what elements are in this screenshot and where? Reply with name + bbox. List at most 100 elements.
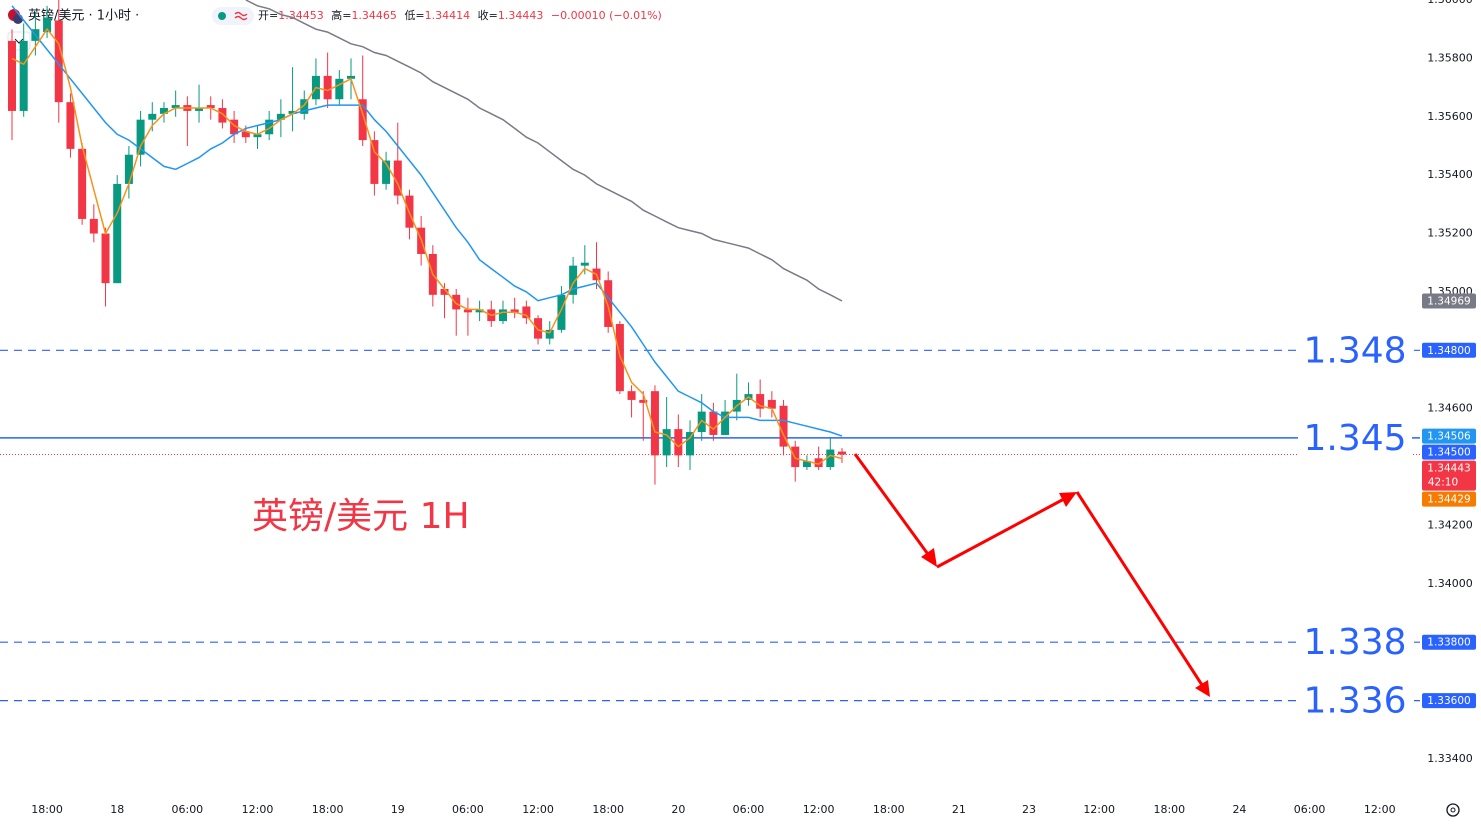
candle-body <box>440 288 449 295</box>
moving-average <box>11 5 843 437</box>
status-icon <box>234 11 248 21</box>
candle-body <box>627 391 636 400</box>
x-tick-label: 18:00 <box>312 803 344 816</box>
price-badge-label: 1.33800 <box>1427 637 1470 649</box>
x-tick-label: 12:00 <box>803 803 835 816</box>
candle-body <box>382 160 391 184</box>
level-label: 1.336 <box>1303 681 1406 722</box>
price-badge-label: 1.34500 <box>1427 447 1470 459</box>
level-label: 1.338 <box>1303 622 1406 663</box>
candle-body <box>8 40 16 111</box>
x-tick-label: 18:00 <box>592 803 624 816</box>
candle-body <box>195 108 204 111</box>
x-tick-label: 12:00 <box>1083 803 1115 816</box>
candle-body <box>43 17 52 33</box>
gear-center <box>1450 807 1456 813</box>
arrow <box>936 497 1065 569</box>
legend-change: −0.00010 (−0.01%) <box>551 9 662 22</box>
legend-close: 收= <box>478 8 498 22</box>
candle-body <box>113 183 122 284</box>
candle-body <box>674 429 683 456</box>
legend-low: 低= <box>404 9 424 22</box>
price-badge-label: 1.34443 <box>1427 463 1470 475</box>
candle-body <box>498 309 507 322</box>
arrow-head <box>921 548 937 567</box>
gear[interactable] <box>1446 803 1460 817</box>
x-tick-label: 21 <box>952 803 966 816</box>
x-tick-label: 06:00 <box>171 803 203 816</box>
candle-body <box>779 405 788 447</box>
x-tick-label: 20 <box>671 803 685 816</box>
candle-body <box>709 411 718 435</box>
settings-icon[interactable] <box>1446 803 1460 817</box>
candle-body <box>767 399 776 409</box>
level-label-bg <box>1298 622 1412 663</box>
x-tick-label: 06:00 <box>1294 803 1326 816</box>
candle-body <box>580 262 589 266</box>
candle-body <box>253 134 262 138</box>
candle-body <box>66 102 75 149</box>
x-tick-label: 06:00 <box>452 803 484 816</box>
x-tick-label: 12:00 <box>242 803 274 816</box>
candle-body <box>826 449 835 468</box>
legend-open: 1.34453 <box>278 9 324 22</box>
candle-body <box>545 329 554 339</box>
flag-icon <box>13 14 23 24</box>
candle-body <box>19 40 28 111</box>
x-tick-label: 18:00 <box>873 803 905 816</box>
x-tick-label: 12:00 <box>1364 803 1396 816</box>
candle-body <box>662 429 671 456</box>
y-tick-label: 1.34000 <box>1427 577 1473 590</box>
y-tick-label: 1.34600 <box>1427 402 1473 415</box>
level-label: 1.348 <box>1303 330 1406 371</box>
candle-body <box>347 75 356 79</box>
candle-body <box>323 75 332 100</box>
status-pill <box>212 7 254 25</box>
price-badge <box>1422 428 1476 444</box>
x-tick-label: 12:00 <box>522 803 554 816</box>
candle-body <box>510 309 519 313</box>
candle-body <box>534 318 543 339</box>
candle-body <box>265 119 274 135</box>
candle-body <box>101 233 110 284</box>
candle-body <box>569 265 578 295</box>
moving-average <box>245 0 843 302</box>
price-badge-label: 1.34800 <box>1427 345 1470 357</box>
level-label-bg <box>1298 680 1412 721</box>
x-tick-label: 06:00 <box>733 803 765 816</box>
legend-high: 高= <box>331 8 351 22</box>
price-badge <box>1422 444 1476 460</box>
candle-body <box>54 20 63 103</box>
price-badge <box>1422 491 1476 507</box>
candle-body <box>148 113 157 120</box>
status-dot <box>218 12 226 20</box>
y-tick-label: 1.34200 <box>1427 518 1473 531</box>
candle-body <box>463 309 472 313</box>
x-tick-label: 18:00 <box>31 803 63 816</box>
candle-body <box>697 411 706 433</box>
candle-body <box>370 140 379 184</box>
candle-body <box>802 461 811 468</box>
candle-body <box>721 411 730 435</box>
candle-body <box>452 294 461 310</box>
symbol: 英镑/美元 · 1小时 · <box>28 8 139 24</box>
candle-body <box>475 309 484 313</box>
candle-body <box>639 399 648 403</box>
candle-body <box>206 105 215 109</box>
legend-close: 1.34443 <box>498 9 544 22</box>
legend-high: 1.34465 <box>351 9 397 22</box>
candle-body <box>300 99 309 114</box>
y-tick-label: 1.35600 <box>1427 110 1473 123</box>
y-tick-label: 1.35200 <box>1427 227 1473 240</box>
candle-body <box>837 451 846 455</box>
forecast-arrows <box>853 453 1210 697</box>
x-tick-label: 19 <box>391 803 405 816</box>
countdown: 42:10 <box>1428 477 1458 489</box>
arrow <box>853 453 932 558</box>
price-badge-label: 1.34506 <box>1427 431 1471 443</box>
level-label-bg <box>1298 417 1412 458</box>
x-tick-label: 18 <box>110 803 124 816</box>
y-tick-label: 1.35400 <box>1427 168 1473 181</box>
x-tick-label: 18:00 <box>1153 803 1185 816</box>
plot-area <box>0 0 1420 702</box>
